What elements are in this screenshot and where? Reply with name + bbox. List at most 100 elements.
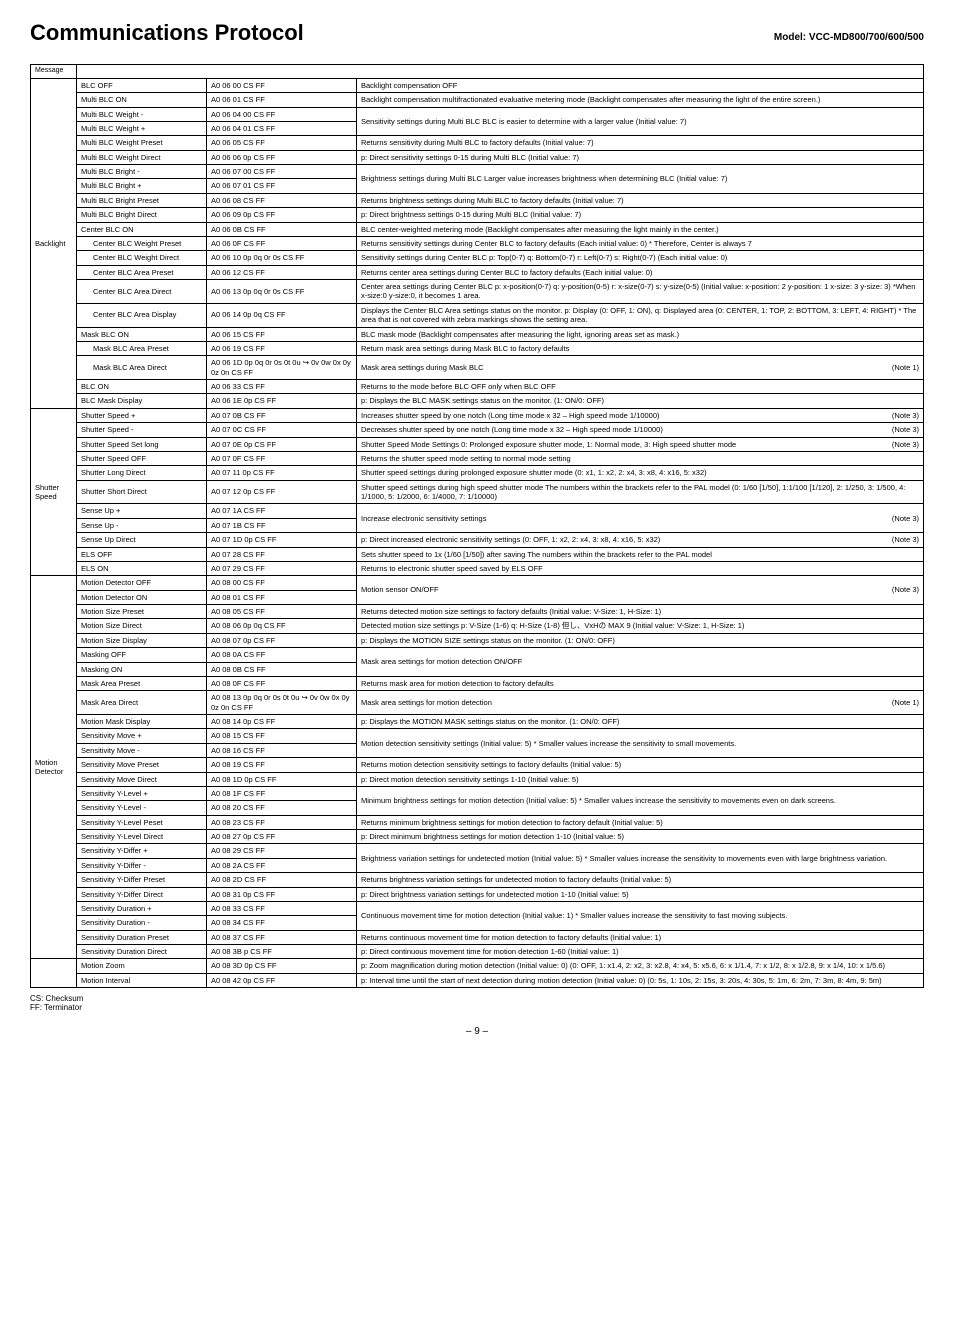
row-name: Motion Mask Display bbox=[77, 715, 207, 729]
row-name: Center BLC Weight Preset bbox=[77, 236, 207, 250]
row-desc: Sets shutter speed to 1x (1/60 [1/50]) a… bbox=[357, 547, 924, 561]
row-cmd: A0 06 12 CS FF bbox=[207, 265, 357, 279]
row-cmd: A0 08 05 CS FF bbox=[207, 605, 357, 619]
row-desc: BLC mask mode (Backlight compensates aft… bbox=[357, 327, 924, 341]
row-name: Multi BLC Bright - bbox=[77, 165, 207, 179]
row-desc: Returns the shutter speed mode setting t… bbox=[357, 451, 924, 465]
row-cmd: A0 08 1F CS FF bbox=[207, 786, 357, 800]
row-desc: Returns mask area for motion detection t… bbox=[357, 676, 924, 690]
row-name: Sensitivity Duration + bbox=[77, 901, 207, 915]
row-cmd: A0 06 1E 0p CS FF bbox=[207, 394, 357, 408]
row-name: Sensitivity Duration - bbox=[77, 916, 207, 930]
row-desc: Center area settings during Center BLC p… bbox=[357, 280, 924, 304]
row-desc: Brightness variation settings for undete… bbox=[357, 844, 924, 873]
row-desc: Return mask area settings during Mask BL… bbox=[357, 341, 924, 355]
group-backlight: Backlight bbox=[31, 78, 77, 408]
row-desc: Displays the Center BLC Area settings st… bbox=[357, 303, 924, 327]
row-name: Sense Up + bbox=[77, 504, 207, 518]
row-cmd: A0 08 19 CS FF bbox=[207, 758, 357, 772]
row-cmd: A0 08 01 CS FF bbox=[207, 590, 357, 604]
row-cmd: A0 08 37 CS FF bbox=[207, 930, 357, 944]
row-cmd: A0 08 2D CS FF bbox=[207, 873, 357, 887]
row-desc: Returns brightness settings during Multi… bbox=[357, 193, 924, 207]
row-name: BLC Mask Display bbox=[77, 394, 207, 408]
row-cmd: A0 08 31 0p CS FF bbox=[207, 887, 357, 901]
row-name: BLC ON bbox=[77, 380, 207, 394]
row-name: Sensitivity Y-Differ Direct bbox=[77, 887, 207, 901]
row-name: Center BLC Weight Direct bbox=[77, 251, 207, 265]
row-cmd: A0 08 42 0p CS FF bbox=[207, 973, 357, 987]
row-cmd: A0 08 0F CS FF bbox=[207, 676, 357, 690]
row-cmd: A0 08 3D 0p CS FF bbox=[207, 959, 357, 973]
row-name: Shutter Speed Set long bbox=[77, 437, 207, 451]
row-desc: Increase electronic sensitivity settings… bbox=[357, 504, 924, 533]
row-cmd: A0 08 20 CS FF bbox=[207, 801, 357, 815]
group-shutter: Shutter Speed bbox=[31, 408, 77, 576]
row-name: Center BLC Area Direct bbox=[77, 280, 207, 304]
row-desc: Decreases shutter speed by one notch (Lo… bbox=[357, 423, 924, 437]
row-name: Multi BLC Bright Preset bbox=[77, 193, 207, 207]
row-name: Multi BLC Bright Direct bbox=[77, 208, 207, 222]
row-name: Motion Size Direct bbox=[77, 619, 207, 633]
row-cmd: A0 08 3B p CS FF bbox=[207, 945, 357, 959]
row-desc: Returns sensitivity during Multi BLC to … bbox=[357, 136, 924, 150]
row-name: Motion Size Preset bbox=[77, 605, 207, 619]
row-desc: Shutter speed settings during prolonged … bbox=[357, 466, 924, 480]
row-desc: Brightness settings during Multi BLC Lar… bbox=[357, 165, 924, 194]
row-cmd: A0 08 2A CS FF bbox=[207, 858, 357, 872]
row-name: Motion Detector OFF bbox=[77, 576, 207, 590]
row-name: ELS OFF bbox=[77, 547, 207, 561]
row-cmd: A0 08 29 CS FF bbox=[207, 844, 357, 858]
row-cmd: A0 06 0F CS FF bbox=[207, 236, 357, 250]
row-desc: p: Displays the MOTION MASK settings sta… bbox=[357, 715, 924, 729]
row-desc: p: Displays the MOTION SIZE settings sta… bbox=[357, 633, 924, 647]
row-name: Motion Interval bbox=[77, 973, 207, 987]
row-name: Multi BLC Weight + bbox=[77, 121, 207, 135]
row-cmd: A0 08 33 CS FF bbox=[207, 901, 357, 915]
row-name: Sensitivity Y-Level Direct bbox=[77, 830, 207, 844]
row-name: Sensitivity Move Direct bbox=[77, 772, 207, 786]
row-cmd: A0 08 27 0p CS FF bbox=[207, 830, 357, 844]
row-desc: Sensitivity settings during Center BLC p… bbox=[357, 251, 924, 265]
row-cmd: A0 08 15 CS FF bbox=[207, 729, 357, 743]
row-cmd: A0 07 11 0p CS FF bbox=[207, 466, 357, 480]
row-cmd: A0 07 28 CS FF bbox=[207, 547, 357, 561]
row-desc: Mask area settings for motion detection(… bbox=[357, 691, 924, 715]
row-name: Mask BLC Area Preset bbox=[77, 341, 207, 355]
row-name: Multi BLC Weight - bbox=[77, 107, 207, 121]
row-desc: p: Direct motion detection sensitivity s… bbox=[357, 772, 924, 786]
row-name: Sensitivity Move + bbox=[77, 729, 207, 743]
row-name: Sensitivity Y-Differ - bbox=[77, 858, 207, 872]
row-cmd: A0 08 06 0p 0q CS FF bbox=[207, 619, 357, 633]
ff-note: FF: Terminator bbox=[30, 1003, 924, 1012]
row-desc: Returns to the mode before BLC OFF only … bbox=[357, 380, 924, 394]
row-desc: p: Direct minimum brightness settings fo… bbox=[357, 830, 924, 844]
row-cmd: A0 08 0B CS FF bbox=[207, 662, 357, 676]
row-cmd: A0 06 04 01 CS FF bbox=[207, 121, 357, 135]
row-desc: p: Direct sensitivity settings 0-15 duri… bbox=[357, 150, 924, 164]
row-name: Mask BLC Area Direct bbox=[77, 356, 207, 380]
row-cmd: A0 07 0B CS FF bbox=[207, 408, 357, 422]
row-desc: Mask area settings for motion detection … bbox=[357, 648, 924, 677]
row-cmd: A0 06 04 00 CS FF bbox=[207, 107, 357, 121]
row-desc: p: Direct brightness settings 0-15 durin… bbox=[357, 208, 924, 222]
row-name: Multi BLC Bright + bbox=[77, 179, 207, 193]
protocol-table: Message Backlight BLC OFF A0 06 00 CS FF… bbox=[30, 64, 924, 988]
row-desc: p: Interval time until the start of next… bbox=[357, 973, 924, 987]
row-desc: BLC center-weighted metering mode (Backl… bbox=[357, 222, 924, 236]
row-desc: Returns center area settings during Cent… bbox=[357, 265, 924, 279]
row-name: Sense Up Direct bbox=[77, 533, 207, 547]
row-cmd: A0 06 0B CS FF bbox=[207, 222, 357, 236]
row-name: Sensitivity Y-Differ + bbox=[77, 844, 207, 858]
row-desc: Increases shutter speed by one notch (Lo… bbox=[357, 408, 924, 422]
row-desc: Backlight compensation OFF bbox=[357, 78, 924, 92]
row-cmd: A0 07 1B CS FF bbox=[207, 518, 357, 532]
row-cmd: A0 06 09 0p CS FF bbox=[207, 208, 357, 222]
row-desc: Returns brightness variation settings fo… bbox=[357, 873, 924, 887]
page-title: Communications Protocol bbox=[30, 20, 304, 46]
row-name: BLC OFF bbox=[77, 78, 207, 92]
row-cmd: A0 06 07 00 CS FF bbox=[207, 165, 357, 179]
row-desc: Returns continuous movement time for mot… bbox=[357, 930, 924, 944]
row-cmd: A0 08 13 0p 0q 0r 0s 0t 0u ↪ 0v 0w 0x 0y… bbox=[207, 691, 357, 715]
row-desc: (Note 3)p: Direct increased electronic s… bbox=[357, 533, 924, 547]
